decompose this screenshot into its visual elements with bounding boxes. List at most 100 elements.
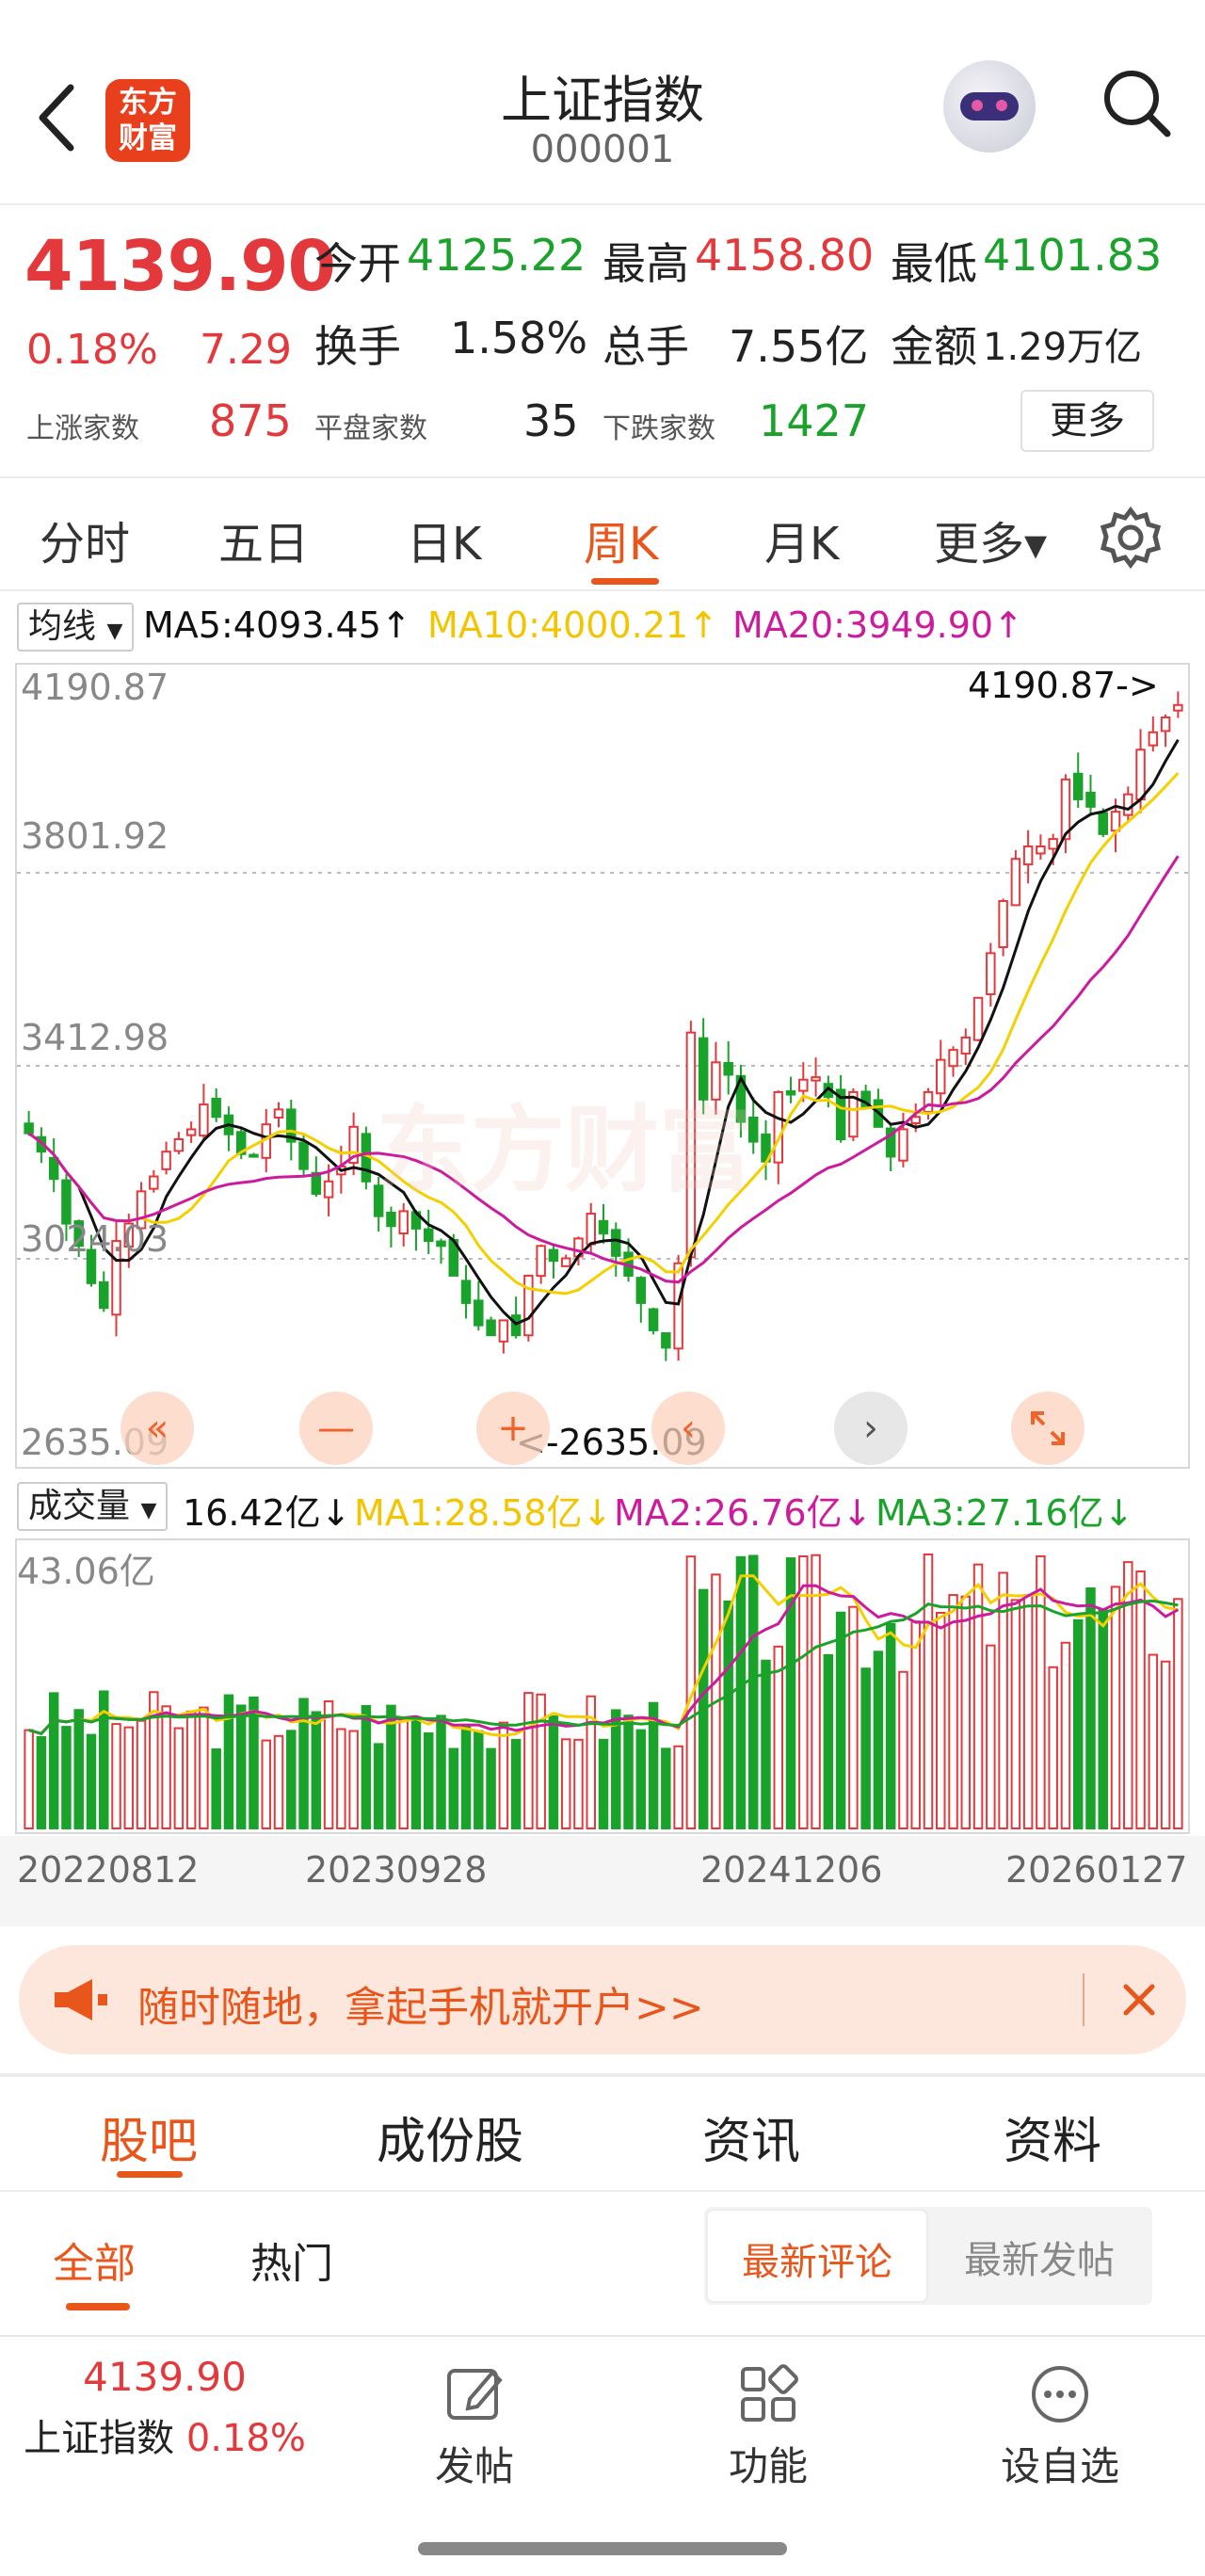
- account-promo-banner[interactable]: 随时随地，拿起手机就开户>>: [19, 1945, 1186, 2054]
- down-count-label: 下跌家数: [602, 412, 715, 445]
- candlestick: [1085, 774, 1096, 816]
- volume-bar: [835, 1611, 846, 1829]
- add-watchlist-button[interactable]: 设自选: [966, 2363, 1154, 2492]
- megaphone-icon: [55, 1979, 107, 2021]
- change-value: 7.29: [200, 326, 292, 374]
- tab-constituents[interactable]: 成份股: [377, 2114, 524, 2170]
- back-button[interactable]: [28, 75, 85, 160]
- volume-bar: [972, 1563, 984, 1829]
- bottom-quote[interactable]: 4139.90 上证指数 0.18%: [24, 2354, 306, 2460]
- volume-chart[interactable]: [15, 1538, 1190, 1834]
- candlestick: [711, 1041, 721, 1115]
- volume-bar: [860, 1667, 871, 1829]
- x-date-2: 20230928: [305, 1849, 488, 1891]
- volume-bar: [361, 1704, 372, 1829]
- tab-more-periods[interactable]: 更多▾: [934, 518, 1048, 571]
- volume-bar: [548, 1715, 559, 1829]
- volume-bar: [823, 1653, 834, 1829]
- candlestick: [1010, 849, 1021, 907]
- candlestick: [185, 1121, 197, 1143]
- up-count: 875: [209, 395, 292, 446]
- candlestick: [73, 1219, 84, 1258]
- tab-news[interactable]: 资讯: [702, 2114, 801, 2170]
- close-promo-button[interactable]: [1111, 1972, 1167, 2028]
- tab-five-day[interactable]: 五日: [218, 518, 310, 571]
- volume-bar: [436, 1715, 446, 1829]
- volume-bar: [598, 1738, 609, 1830]
- volume-bar: [898, 1670, 908, 1829]
- y-label-2: 3801.92: [21, 815, 169, 857]
- tab-profile[interactable]: 资料: [1004, 2114, 1102, 2170]
- search-button[interactable]: [1100, 66, 1175, 141]
- volume-bar: [48, 1692, 59, 1829]
- candlestick: [560, 1254, 571, 1267]
- ma10-value: MA10:4000.21↑: [427, 604, 718, 646]
- candlestick: [111, 1219, 121, 1337]
- volume-bar: [373, 1743, 384, 1829]
- x-axis-band: [0, 1836, 1205, 1926]
- volume-bar: [936, 1611, 946, 1829]
- promo-text: 随时随地，拿起手机就开户>>: [137, 1984, 704, 2032]
- volume-bar: [536, 1693, 546, 1829]
- volume-bar: [348, 1730, 359, 1829]
- volume-bar: [498, 1721, 509, 1829]
- gear-icon: [1100, 506, 1162, 570]
- candlestick: [1148, 716, 1159, 752]
- chevron-right-icon: ›: [863, 1407, 878, 1450]
- subtab-all[interactable]: 全部: [53, 2240, 136, 2288]
- tab-guba[interactable]: 股吧: [100, 2114, 199, 2170]
- active-subtab-indicator: [66, 2303, 130, 2310]
- low-label: 最低: [891, 238, 977, 289]
- candlestick: [998, 898, 1008, 957]
- candlestick: [249, 1152, 259, 1158]
- subtab-hot[interactable]: 热门: [250, 2240, 333, 2288]
- edit-icon: [447, 2369, 503, 2420]
- sort-latest-post[interactable]: 最新发帖: [964, 2239, 1115, 2282]
- close-icon: [1123, 1984, 1155, 2016]
- volume-bar: [998, 1571, 1008, 1829]
- tab-monthly-k[interactable]: 月K: [764, 518, 840, 571]
- flat-count: 35: [523, 395, 579, 446]
- divider: [1083, 1973, 1084, 2026]
- more-quote-button[interactable]: 更多: [1020, 390, 1154, 452]
- candlestick: [548, 1243, 559, 1279]
- current-price: 4139.90: [24, 226, 336, 307]
- robot-assistant-icon[interactable]: [943, 60, 1036, 153]
- search-icon: [1104, 71, 1171, 137]
- candlestick: [648, 1307, 659, 1335]
- ma20-value: MA20:3949.90↑: [732, 604, 1023, 646]
- low-value: 4101.83: [983, 230, 1163, 281]
- vol-ma3: MA3:27.16亿↓: [876, 1492, 1134, 1534]
- zoom-in-button[interactable]: +: [476, 1392, 550, 1465]
- turnover-value: 1.58%: [450, 313, 588, 363]
- volume-bar: [136, 1719, 147, 1830]
- tab-daily-k[interactable]: 日K: [407, 518, 482, 571]
- scroll-left-button[interactable]: «: [120, 1392, 194, 1465]
- volume-bar: [99, 1690, 109, 1829]
- step-left-button[interactable]: ‹: [651, 1392, 725, 1465]
- tab-intraday[interactable]: 分时: [40, 518, 131, 571]
- volume-ma-line: [28, 1599, 1179, 1735]
- volume-bar: [910, 1620, 921, 1830]
- step-right-button[interactable]: ›: [834, 1392, 908, 1465]
- indicator-selector[interactable]: 成交量 ▼: [17, 1482, 169, 1531]
- volume-bar: [199, 1706, 209, 1829]
- zoom-out-button[interactable]: —: [299, 1392, 373, 1465]
- post-button[interactable]: 发帖: [380, 2363, 569, 2492]
- volume-bar: [474, 1730, 484, 1829]
- amount-value: 1.29万亿: [983, 326, 1143, 369]
- chart-settings-button[interactable]: [1098, 505, 1164, 571]
- change-pct: 0.18%: [26, 326, 158, 374]
- tab-weekly-k[interactable]: 周K: [584, 518, 659, 571]
- down-count: 1427: [759, 395, 870, 446]
- volume-max-label: 43.06亿: [17, 1551, 155, 1592]
- volume-bar: [673, 1745, 683, 1830]
- fullscreen-button[interactable]: [1011, 1392, 1084, 1465]
- volume-bar: [1148, 1653, 1159, 1830]
- ma-selector[interactable]: 均线 ▼: [17, 603, 135, 652]
- kline-chart[interactable]: [15, 663, 1190, 1469]
- volume-bar: [1072, 1618, 1084, 1830]
- function-button[interactable]: 功能: [674, 2363, 862, 2492]
- sort-latest-comment[interactable]: 最新评论: [706, 2209, 928, 2303]
- volume-bar: [211, 1748, 221, 1829]
